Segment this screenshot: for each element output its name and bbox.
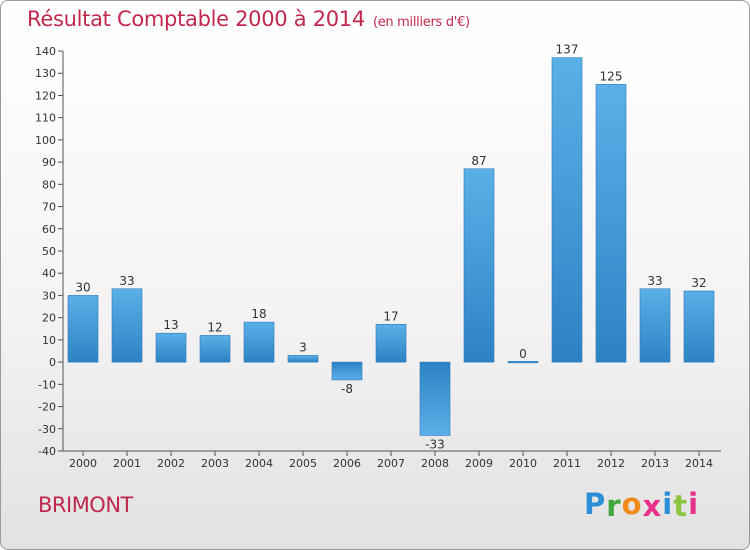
logo-letter: r (606, 489, 622, 523)
bar-value-label: 87 (471, 154, 486, 168)
bar-value-label: 3 (299, 340, 307, 354)
bar (155, 332, 187, 363)
bar (199, 335, 231, 363)
logo-letter: x (642, 489, 663, 523)
y-tick-label: 30 (42, 289, 56, 302)
bar (595, 84, 627, 363)
y-tick-label: 110 (35, 112, 56, 125)
bar (639, 288, 671, 363)
bar (111, 288, 143, 363)
y-tick-label: -30 (38, 423, 56, 436)
y-tick-label: 70 (42, 201, 56, 214)
bar-value-label: 13 (163, 318, 178, 332)
bar-value-label: 33 (119, 274, 134, 288)
bar-value-label: 137 (556, 43, 579, 57)
bar (331, 361, 363, 381)
x-tick-label: 2005 (289, 457, 317, 470)
bar-value-label: 12 (207, 320, 222, 334)
bar (463, 168, 495, 363)
y-tick-label: 130 (35, 67, 56, 80)
bar (243, 321, 275, 363)
bar-value-label: 32 (691, 276, 706, 290)
bar (287, 355, 319, 363)
y-tick-label: 40 (42, 267, 56, 280)
x-tick-label: 2000 (69, 457, 97, 470)
y-tick-label: -20 (38, 401, 56, 414)
bar-value-label: 30 (75, 280, 90, 294)
y-tick-label: -40 (38, 445, 56, 458)
x-tick-label: 2006 (333, 457, 361, 470)
y-tick-label: 10 (42, 334, 56, 347)
x-tick-label: 2002 (157, 457, 185, 470)
x-tick-label: 2003 (201, 457, 229, 470)
chart-title-text: Résultat Comptable 2000 à 2014 (27, 7, 365, 31)
proxiti-logo[interactable]: Proxiti (584, 487, 700, 523)
logo-letter: o (621, 487, 643, 521)
logo-letter: i (662, 487, 674, 521)
bar-value-label: 18 (251, 307, 266, 321)
x-tick-label: 2001 (113, 457, 141, 470)
x-tick-label: 2014 (685, 457, 713, 470)
y-tick-label: 100 (35, 134, 56, 147)
x-tick-label: 2012 (597, 457, 625, 470)
bar (375, 324, 407, 363)
y-tick-label: 120 (35, 89, 56, 102)
x-tick-label: 2007 (377, 457, 405, 470)
y-tick-label: 50 (42, 245, 56, 258)
y-tick-label: 80 (42, 178, 56, 191)
x-tick-label: 2009 (465, 457, 493, 470)
y-tick-label: 20 (42, 312, 56, 325)
chart-subtitle: (en milliers d'€) (372, 15, 470, 30)
bar (551, 57, 583, 363)
y-tick-label: 90 (42, 156, 56, 169)
bar-value-label: 17 (383, 309, 398, 323)
bar (419, 361, 451, 436)
bar-value-label: -8 (341, 382, 353, 396)
bar-value-label: -33 (425, 437, 445, 451)
y-tick-label: 60 (42, 223, 56, 236)
y-tick-label: -10 (38, 378, 56, 391)
x-tick-label: 2010 (509, 457, 537, 470)
bar (507, 361, 539, 364)
logo-letter: P (584, 487, 607, 521)
logo-letter: i (688, 487, 700, 521)
logo-letter: t (673, 489, 689, 523)
bar-value-label: 125 (600, 69, 623, 83)
y-tick-label: 0 (49, 356, 56, 369)
bar (683, 290, 715, 363)
x-tick-label: 2008 (421, 457, 449, 470)
bar (67, 295, 99, 363)
x-tick-label: 2013 (641, 457, 669, 470)
x-tick-label: 2004 (245, 457, 273, 470)
x-tick-label: 2011 (553, 457, 581, 470)
bar-value-label: 33 (647, 274, 662, 288)
chart-title: Résultat Comptable 2000 à 2014 (en millie… (27, 7, 470, 31)
bar-value-label: 0 (519, 347, 527, 361)
commune-name: BRIMONT (38, 493, 133, 517)
y-tick-label: 140 (35, 45, 56, 58)
